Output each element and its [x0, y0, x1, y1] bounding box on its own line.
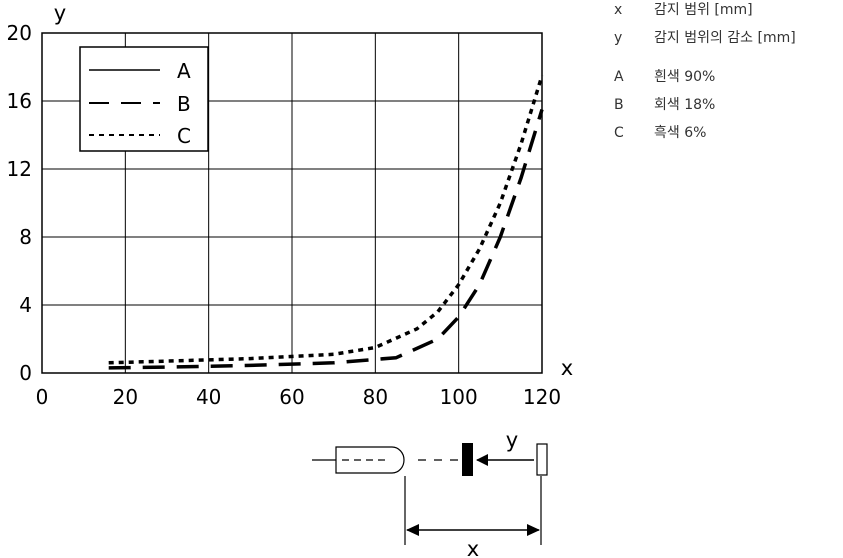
- legend-label-b: B: [177, 92, 191, 116]
- y-tick-label: 0: [19, 361, 32, 385]
- measurement-diagram: y x: [312, 428, 548, 558]
- x-tick-labels: 0 20 40 60 80 100 120: [36, 385, 561, 409]
- plot-frame: [41, 32, 543, 374]
- reflector: [536, 443, 548, 476]
- reduction-arrow-head: [476, 454, 488, 466]
- dimension-arrow-right: [527, 524, 540, 536]
- legend-label-c: C: [177, 124, 191, 148]
- series-group: [108, 74, 544, 370]
- glossary-text-y: 감지 범위의 감소 [mm]: [654, 30, 796, 46]
- x-tick-label: 60: [279, 385, 304, 409]
- legend-box: [79, 46, 209, 152]
- glossary-key-y: y: [614, 30, 622, 46]
- diagram-y-label: y: [506, 428, 518, 452]
- y-tick-label: 16: [7, 89, 32, 113]
- y-tick-label: 8: [19, 225, 32, 249]
- x-tick-label: 40: [196, 385, 221, 409]
- dimension-arrow-left: [406, 524, 419, 536]
- legend-label-a: A: [177, 59, 191, 83]
- glossary-key-x: x: [614, 2, 622, 18]
- glossary-text-b: 회색 18%: [654, 97, 715, 113]
- glossary-key-c: C: [614, 125, 624, 141]
- target-object: [462, 443, 473, 476]
- glossary-key-b: B: [614, 97, 624, 113]
- y-axis-label: y: [54, 1, 66, 25]
- legend: A B C: [79, 46, 209, 152]
- y-tick-labels: 0 4 8 12 16 20: [7, 21, 32, 385]
- x-tick-label: 80: [363, 385, 388, 409]
- x-tick-label: 0: [36, 385, 49, 409]
- series-line-b: [108, 108, 544, 370]
- glossary: x 감지 범위 [mm] y 감지 범위의 감소 [mm] A 흰색 90% B…: [614, 2, 796, 141]
- x-tick-label: 100: [440, 385, 478, 409]
- glossary-key-a: A: [614, 69, 624, 85]
- y-tick-label: 4: [19, 293, 32, 317]
- x-tick-label: 20: [113, 385, 138, 409]
- y-tick-label: 12: [7, 157, 32, 181]
- glossary-text-c: 흑색 6%: [654, 124, 706, 141]
- x-axis-label: x: [561, 356, 573, 380]
- x-tick-label: 120: [523, 385, 561, 409]
- y-tick-label: 20: [7, 21, 32, 45]
- glossary-text-a: 흰색 90%: [654, 69, 715, 85]
- glossary-text-x: 감지 범위 [mm]: [654, 2, 753, 18]
- diagram-x-label: x: [467, 537, 479, 558]
